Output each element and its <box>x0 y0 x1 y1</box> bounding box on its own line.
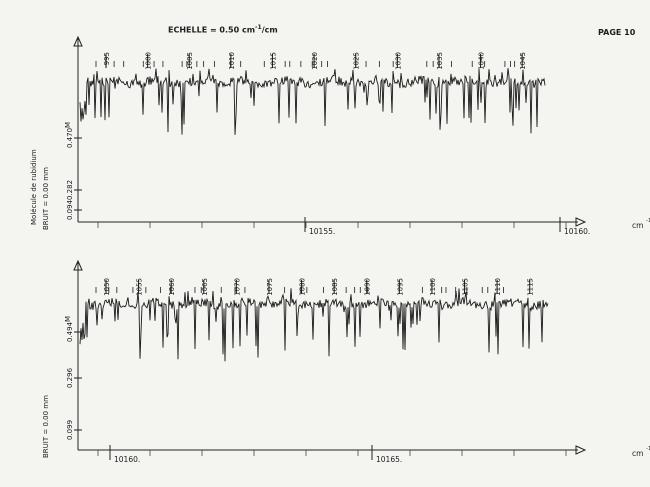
y-tick-label: 0.094 <box>66 199 74 220</box>
line-id-label: 1000 <box>145 52 153 70</box>
x-axis-arrow <box>575 217 587 227</box>
line-id-label: 1010 <box>228 52 236 70</box>
scale-label-text: ECHELLE = 0.50 cm <box>168 25 256 35</box>
x-tick-label: 10165. <box>376 455 402 464</box>
spectrum-trace <box>79 68 546 135</box>
line-id-label: 1100 <box>429 278 437 296</box>
line-id-label: 1035 <box>436 52 444 70</box>
scale-label-exponent: -1 <box>255 24 262 31</box>
line-id-label: 1050 <box>103 278 111 296</box>
line-id-label: 1105 <box>462 278 470 296</box>
line-id-label: 1005 <box>186 52 194 70</box>
x-tick-label: 10160. <box>114 455 140 464</box>
line-id-label: 1065 <box>201 278 209 296</box>
line-id-label: 1075 <box>266 278 274 296</box>
line-id-label: 995 <box>103 52 111 65</box>
line-id-label: 1025 <box>353 52 361 70</box>
y-tick-label: 0.282 <box>66 180 74 200</box>
line-id-label: 1040 <box>478 52 486 70</box>
y-axis-arrow <box>73 259 83 271</box>
line-id-label: 1020 <box>311 52 319 70</box>
line-id-label: 1080 <box>299 278 307 296</box>
line-id-label: 1090 <box>364 278 372 296</box>
x-axis-unit-exponent: -1 <box>646 446 650 452</box>
y-tick-label: 0.470 <box>66 128 74 148</box>
x-axis-unit: cm <box>632 449 643 458</box>
spectrum-panel-1 <box>73 35 587 232</box>
line-id-label: 1015 <box>269 52 277 70</box>
x-axis-arrow <box>575 445 587 455</box>
x-tick-label: 10155. <box>309 227 335 236</box>
spectrum-trace <box>79 288 549 362</box>
x-axis-unit-exponent: -1 <box>646 218 650 224</box>
scale-label-suffix: /cm <box>261 25 278 35</box>
line-id-label: 1085 <box>331 278 339 296</box>
y-axis-arrow <box>73 35 83 47</box>
line-id-label: 1110 <box>494 278 502 296</box>
y-tick-label: 0.099 <box>66 420 74 440</box>
line-id-label: 1095 <box>396 278 404 296</box>
line-id-label: 1045 <box>519 52 527 70</box>
y-marker: M <box>64 316 72 322</box>
line-id-label: 1115 <box>527 278 535 296</box>
line-id-label: 1030 <box>394 52 402 70</box>
x-axis-unit: cm <box>632 221 643 230</box>
page-label: PAGE 10 <box>598 28 636 37</box>
y-marker: M <box>64 122 72 128</box>
x-tick-label: 10160. <box>564 227 590 236</box>
y-tick-label: 0.494 <box>66 321 74 342</box>
spectrum-panel-2 <box>73 259 587 460</box>
scale-label: ECHELLE = 0.50 cm-1/cm <box>168 24 278 35</box>
line-id-label: 1060 <box>168 278 176 296</box>
y-tick-label: 0.296 <box>66 367 74 388</box>
line-id-label: 1070 <box>233 278 241 296</box>
line-id-label: 1055 <box>136 278 144 296</box>
